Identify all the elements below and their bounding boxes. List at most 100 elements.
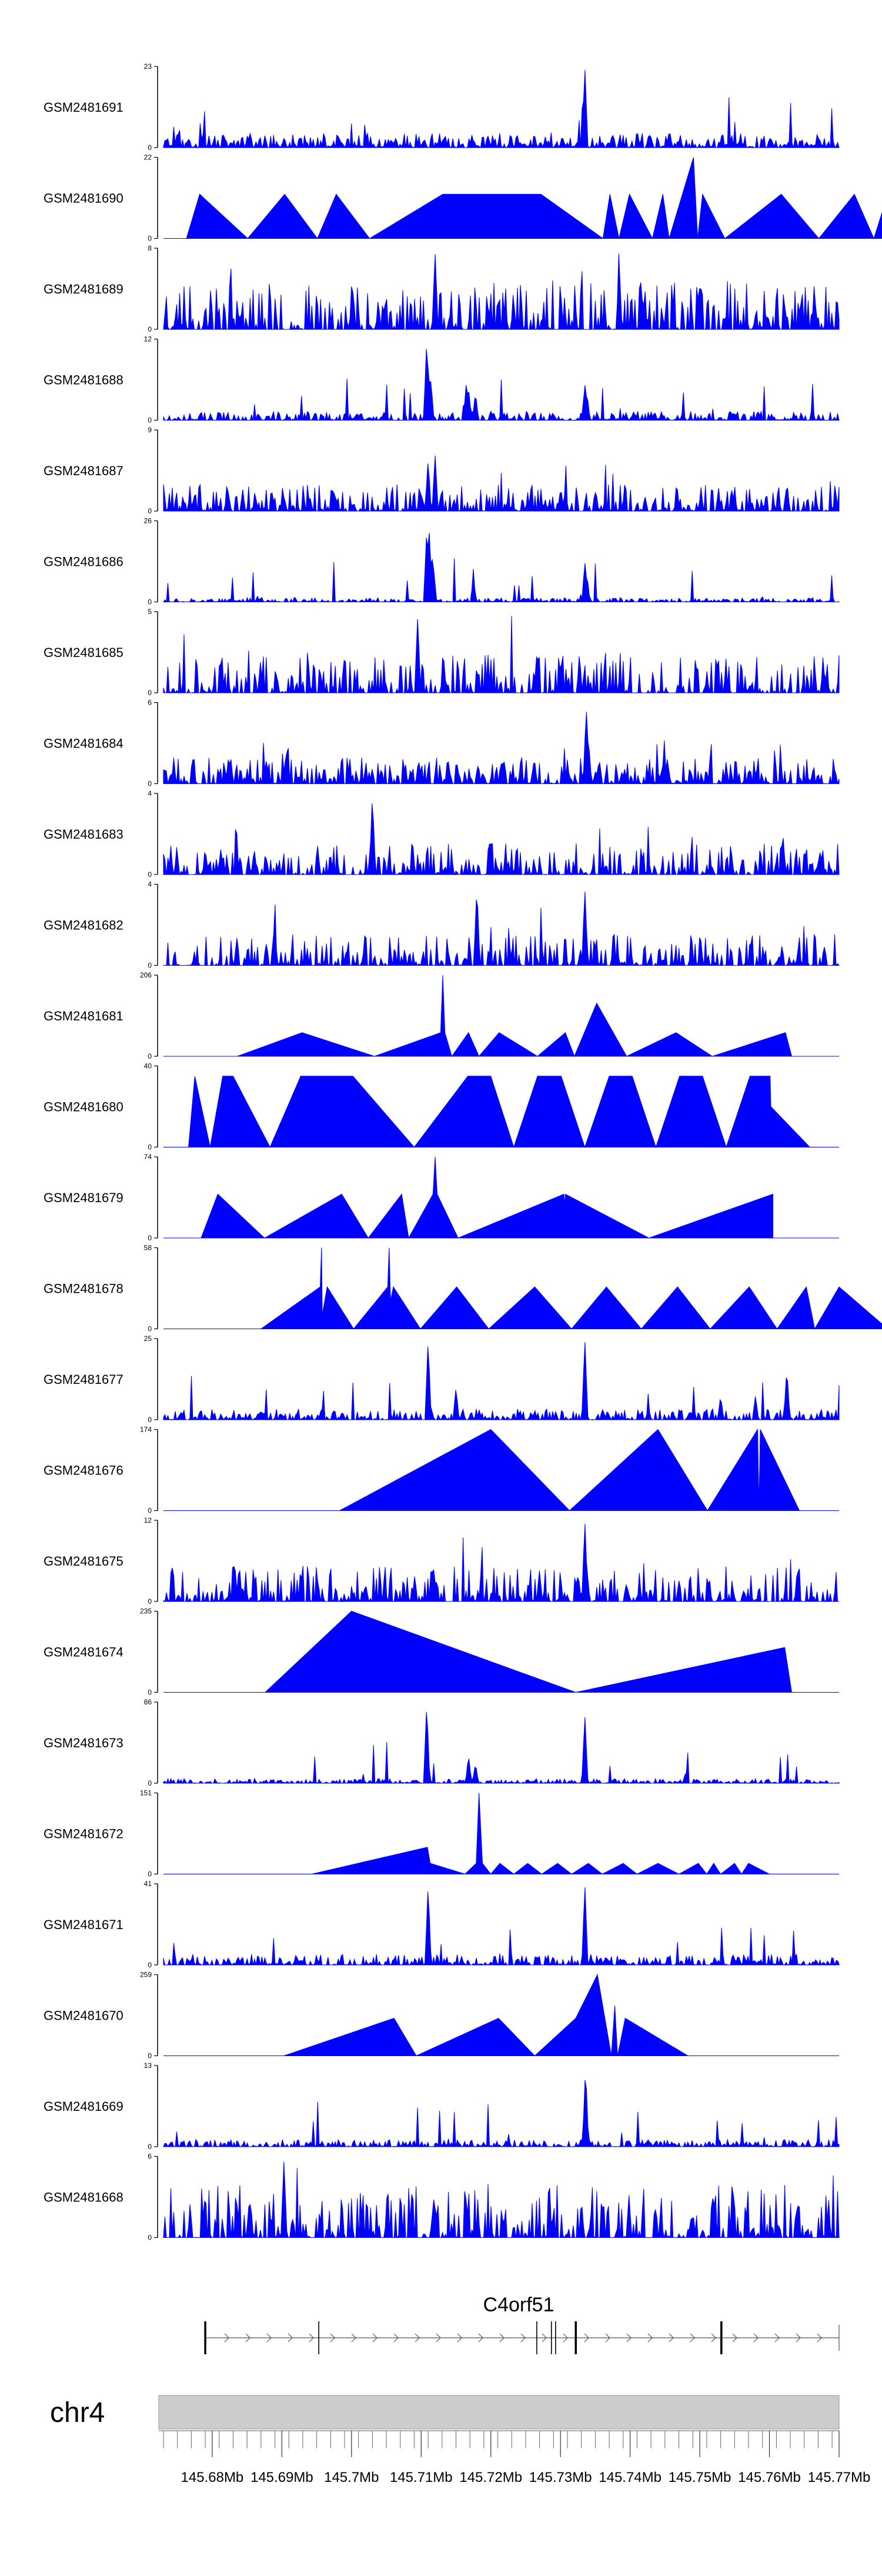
strand-arrow	[309, 2333, 314, 2343]
y-tick-label: 13	[144, 2061, 152, 2070]
track-label: GSM2481683	[44, 827, 123, 842]
coverage-area	[188, 1076, 811, 1149]
track-label: GSM2481685	[44, 645, 123, 660]
y-tick-label: 86	[144, 1698, 152, 1706]
coverage-area	[163, 1523, 839, 1603]
coverage-area	[163, 803, 840, 876]
coverage-area	[163, 455, 840, 512]
track-label: GSM2481674	[44, 1645, 123, 1660]
track-GSM2481674: GSM2481674 235 0	[44, 1607, 839, 1697]
track-GSM2481688: GSM2481688 12 0	[44, 335, 840, 425]
strand-arrow	[669, 2333, 674, 2343]
y-tick-label: 0	[148, 780, 152, 788]
y-tick-label: 0	[148, 325, 152, 333]
coverage-area	[283, 1973, 689, 2057]
track-label: GSM2481681	[44, 1009, 123, 1023]
genome-axis: 145.68Mb 145.69Mb 145.7Mb 145.71Mb 145.72Mb 1…	[159, 2430, 871, 2485]
y-tick-label: 0	[148, 1689, 152, 1697]
genome-tick-label: 145.75Mb	[669, 2470, 731, 2485]
strand-arrow	[372, 2333, 377, 2343]
y-tick-label: 25	[144, 1334, 152, 1343]
y-tick-label: 174	[140, 1426, 152, 1434]
genome-tick-label: 145.76Mb	[738, 2470, 801, 2485]
coverage-area	[163, 2161, 840, 2239]
strand-arrow	[563, 2333, 568, 2343]
track-label: GSM2481670	[44, 2008, 123, 2023]
genome-tick-label: 145.73Mb	[529, 2470, 592, 2485]
coverage-area	[201, 1156, 773, 1239]
strand-arrow	[245, 2333, 250, 2343]
coverage-area	[186, 157, 882, 239]
y-tick-label: 8	[148, 244, 152, 252]
track-label: GSM2481691	[44, 100, 123, 115]
coverage-area	[163, 892, 840, 967]
track-label: GSM2481669	[44, 2099, 123, 2114]
track-GSM2481669: GSM2481669 13 0	[44, 2061, 840, 2151]
track-GSM2481691: GSM2481691 23 0	[44, 62, 840, 152]
strand-arrow	[393, 2333, 399, 2343]
y-tick-label: 0	[148, 1779, 152, 1787]
track-GSM2481673: GSM2481673 86 0	[44, 1698, 840, 1787]
track-GSM2481680: GSM2481680 40 0	[44, 1062, 839, 1152]
y-tick-label: 0	[148, 1234, 152, 1242]
strand-arrow	[732, 2333, 737, 2343]
y-tick-label: 235	[140, 1607, 152, 1616]
track-GSM2481687: GSM2481687 9 0	[44, 426, 840, 515]
track-label: GSM2481688	[44, 373, 123, 388]
y-tick-label: 206	[140, 971, 152, 979]
strand-arrow	[415, 2333, 420, 2343]
genome-tick-label: 145.68Mb	[181, 2470, 244, 2485]
coverage-area	[163, 712, 840, 785]
track-GSM2481689: GSM2481689 8 0	[44, 244, 840, 333]
track-label: GSM2481689	[44, 282, 123, 296]
strand-arrow	[436, 2333, 441, 2343]
track-GSM2481682: GSM2481682 4 0	[44, 880, 840, 970]
coverage-area	[163, 253, 840, 331]
strand-arrow	[796, 2333, 801, 2343]
y-tick-label: 0	[148, 1870, 152, 1878]
y-tick-label: 6	[148, 2153, 152, 2161]
strand-arrow	[520, 2333, 526, 2343]
track-label: GSM2481686	[44, 555, 123, 569]
y-tick-label: 0	[148, 144, 152, 152]
track-GSM2481678: GSM2481678 58 0	[44, 1244, 882, 1333]
track-label: GSM2481678	[44, 1282, 123, 1296]
genome-tick-label: 145.72Mb	[459, 2470, 522, 2485]
strand-arrow	[542, 2333, 547, 2343]
y-tick-label: 9	[148, 426, 152, 434]
coverage-area	[163, 2080, 840, 2148]
track-label: GSM2481677	[44, 1372, 123, 1387]
y-tick-label: 40	[144, 1062, 152, 1070]
track-label: GSM2481671	[44, 1917, 123, 1932]
genome-tick-label: 145.71Mb	[390, 2470, 453, 2485]
y-tick-label: 0	[148, 2143, 152, 2151]
track-label: GSM2481680	[44, 1100, 123, 1115]
y-tick-label: 0	[148, 1143, 152, 1152]
y-tick-label: 0	[148, 1052, 152, 1060]
y-tick-label: 74	[144, 1153, 152, 1161]
track-label: GSM2481684	[44, 736, 123, 751]
y-tick-label: 0	[148, 2234, 152, 2242]
coverage-area	[163, 1342, 840, 1421]
y-tick-label: 0	[148, 1507, 152, 1515]
track-label: GSM2481682	[44, 918, 123, 933]
y-tick-label: 151	[140, 1789, 152, 1797]
gene-label: C4orf51	[483, 2294, 554, 2316]
coverage-area	[339, 1428, 800, 1511]
track-label: GSM2481672	[44, 1827, 123, 1841]
chromosome-band	[158, 2395, 840, 2430]
genome-tick-label: 145.77Mb	[808, 2470, 871, 2485]
strand-arrow	[753, 2333, 759, 2343]
y-tick-label: 0	[148, 235, 152, 243]
y-tick-label: 0	[148, 416, 152, 425]
y-tick-label: 4	[148, 789, 152, 798]
y-tick-label: 0	[148, 689, 152, 697]
track-GSM2481675: GSM2481675 12 0	[44, 1516, 839, 1606]
y-tick-label: 23	[144, 62, 152, 71]
coverage-area	[163, 616, 840, 694]
track-GSM2481676: GSM2481676 174 0	[44, 1426, 839, 1515]
y-tick-label: 0	[148, 598, 152, 606]
coverage-area	[163, 1887, 840, 1966]
genome-tick-label: 145.7Mb	[324, 2470, 379, 2485]
